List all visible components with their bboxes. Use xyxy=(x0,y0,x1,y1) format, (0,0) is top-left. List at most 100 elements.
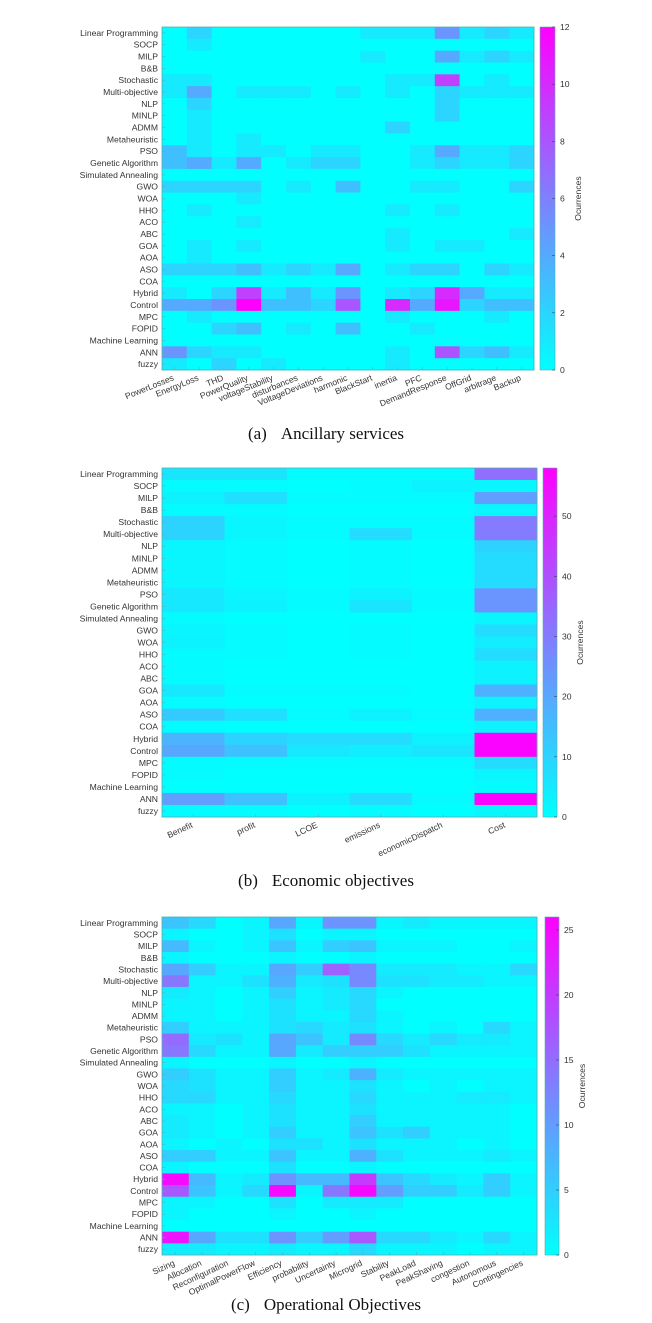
heatmap-cell xyxy=(403,928,431,941)
y-tick-labels: Linear ProgrammingSOCPMILPB&BStochasticM… xyxy=(80,918,165,1254)
heatmap-cell xyxy=(269,1150,297,1163)
heatmap-cell xyxy=(236,251,262,264)
heatmap-cell xyxy=(456,1196,484,1209)
heatmap-cell xyxy=(322,1231,350,1244)
colorbar-tick-label: 30 xyxy=(562,631,572,641)
y-tick-label: B&B xyxy=(141,63,158,73)
heatmap-cell xyxy=(434,310,460,324)
heatmap-cell xyxy=(287,672,350,686)
heatmap-cell xyxy=(410,86,436,99)
heatmap-cell xyxy=(429,1033,458,1046)
heatmap-cell xyxy=(349,917,377,930)
heatmap-cell xyxy=(186,145,212,158)
heatmap-cell xyxy=(269,1196,297,1209)
heatmap-cell xyxy=(360,216,386,229)
heatmap-cell xyxy=(224,528,288,541)
heatmap-cell xyxy=(322,1220,350,1233)
y-tick-label: HHO xyxy=(139,650,158,660)
heatmap-cell xyxy=(236,62,262,75)
heatmap-cell xyxy=(322,1185,350,1198)
heatmap-cell xyxy=(484,133,510,146)
heatmap-cell xyxy=(474,696,538,710)
heatmap-cell xyxy=(510,940,538,953)
heatmap-cell xyxy=(162,492,225,505)
heatmap-cell xyxy=(360,299,386,312)
heatmap-cell xyxy=(360,86,386,99)
heatmap-cell xyxy=(349,612,413,625)
heatmap-cell xyxy=(162,940,190,953)
heatmap-cell xyxy=(287,684,350,698)
heatmap-cell xyxy=(484,50,510,63)
heatmap-cell xyxy=(211,97,237,111)
heatmap-cell xyxy=(211,109,237,123)
heatmap-cell xyxy=(162,588,225,601)
heatmap-cell xyxy=(286,239,312,253)
heatmap-cell xyxy=(242,1115,270,1128)
heatmap-cell xyxy=(459,133,485,146)
heatmap-cell xyxy=(162,720,225,734)
heatmap-cell xyxy=(295,1220,324,1233)
x-tick-label: emissions xyxy=(343,820,382,845)
y-tick-label: fuzzy xyxy=(138,1244,159,1254)
heatmap-cell xyxy=(269,1010,297,1023)
heatmap-cell xyxy=(429,975,458,988)
heatmap-cell xyxy=(410,97,436,111)
heatmap-cell xyxy=(211,239,237,253)
heatmap-cell xyxy=(385,346,411,359)
y-tick-label: WOA xyxy=(137,194,158,204)
heatmap-cell xyxy=(459,86,485,99)
heatmap-cell xyxy=(287,792,350,806)
heatmap-cell xyxy=(510,951,538,965)
heatmap-cell xyxy=(412,600,475,613)
heatmap-cell xyxy=(162,322,188,335)
colorbar-tick-label: 12 xyxy=(560,22,570,32)
heatmap-cell xyxy=(287,648,350,661)
heatmap-cell xyxy=(483,1243,511,1256)
heatmap-cell xyxy=(403,1150,431,1163)
heatmap-cell xyxy=(211,299,237,312)
heatmap-cell xyxy=(236,27,262,40)
heatmap-cell xyxy=(215,986,243,999)
heatmap-cell xyxy=(474,660,538,673)
heatmap-cell xyxy=(459,38,485,52)
panel-operational-objectives: Linear Programming SOCP MILP B&B Stochastic M… xyxy=(0,900,652,1323)
heatmap-cell xyxy=(385,109,411,123)
heatmap-cell xyxy=(483,986,511,999)
heatmap-cell xyxy=(286,299,312,312)
heatmap-cell xyxy=(429,986,458,999)
y-tick-labels: Linear ProgrammingSOCPMILPB&BStochasticM… xyxy=(80,469,165,816)
heatmap-cell xyxy=(412,792,475,806)
heatmap-cell xyxy=(349,1150,377,1163)
heatmap-cell xyxy=(434,275,460,288)
heatmap-cell xyxy=(474,708,538,722)
heatmap-cell xyxy=(261,263,287,276)
heatmap-cell xyxy=(474,792,538,806)
heatmap-cell xyxy=(483,1068,511,1081)
heatmap-cell xyxy=(215,940,243,953)
heatmap-cell xyxy=(483,1161,511,1174)
heatmap-cell xyxy=(310,97,336,111)
heatmap-cell xyxy=(509,109,535,123)
heatmap-cell xyxy=(186,358,212,371)
heatmap-cell xyxy=(162,768,225,782)
heatmap-cell xyxy=(509,216,535,229)
heatmap-cells xyxy=(162,917,538,1256)
heatmap-cell xyxy=(162,684,225,698)
heatmap-cell xyxy=(162,1185,190,1198)
heatmap-cell xyxy=(236,358,262,371)
heatmap-cell xyxy=(484,204,510,217)
heatmap-cell xyxy=(376,1196,404,1209)
heatmap-cell xyxy=(403,998,431,1011)
heatmap-cell xyxy=(403,1103,431,1116)
heatmap-cell xyxy=(242,1126,270,1139)
colorbar-tick-label: 40 xyxy=(562,571,572,581)
heatmap-cell xyxy=(403,1126,431,1139)
heatmap-cell xyxy=(242,951,270,965)
heatmap-cell xyxy=(224,672,288,686)
heatmap-cell xyxy=(224,504,288,517)
heatmap-cell xyxy=(286,275,312,288)
panel-ancillary-services: Linear Programming SOCP MILP B&B Stochastic M… xyxy=(0,0,652,460)
heatmap-cell xyxy=(322,986,350,999)
heatmap-cell xyxy=(162,121,188,134)
heatmap-cell xyxy=(474,504,538,517)
